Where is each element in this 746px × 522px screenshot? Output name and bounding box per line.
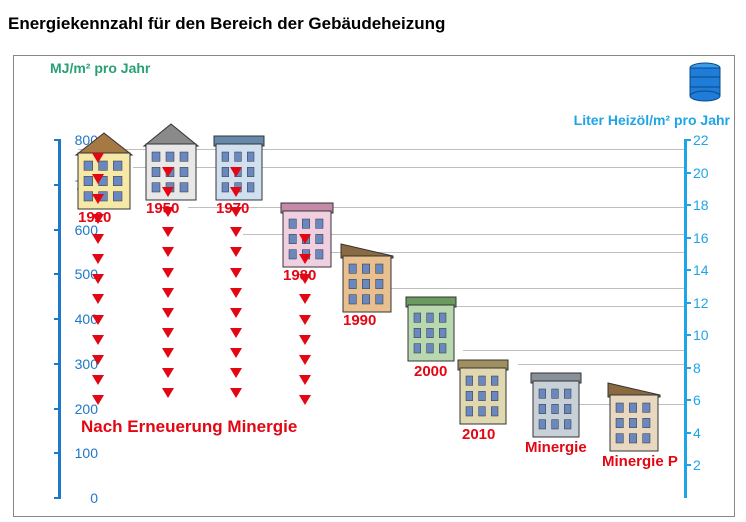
down-arrow-icon [162,288,174,298]
down-arrow-icon [162,167,174,177]
right-tick: 22 [693,132,723,148]
right-axis-label: Liter Heizöl/m² pro Jahr [574,112,730,128]
right-tick-mark [684,269,691,271]
left-tick-mark [54,184,61,186]
down-arrow-icon [162,308,174,318]
right-tick: 16 [693,230,723,246]
down-arrow-icon [162,348,174,358]
down-arrow-icon [92,355,104,365]
down-arrow-icon [162,328,174,338]
down-arrow-icon [299,294,311,304]
down-arrow-icon [162,227,174,237]
chart-title: Energiekennzahl für den Bereich der Gebä… [8,14,445,34]
down-arrow-icon [299,234,311,244]
down-arrow-icon [92,315,104,325]
building-label-1990: 1990 [343,312,376,329]
down-arrow-icon [92,395,104,405]
left-tick-mark [54,318,61,320]
down-arrow-icon [92,194,104,204]
down-arrow-icon [230,388,242,398]
left-tick-mark [54,139,61,141]
down-arrow-icon [230,328,242,338]
right-tick-mark [684,237,691,239]
down-arrow-icon [299,355,311,365]
left-tick-mark [54,497,61,499]
down-arrow-icon [230,167,242,177]
down-arrow-icon [230,348,242,358]
left-tick-mark [54,408,61,410]
left-tick: 100 [58,445,102,461]
down-arrow-icon [162,388,174,398]
right-tick-mark [684,139,691,141]
plot-area: MJ/m² pro Jahr Liter Heizöl/m² pro Jahr … [13,55,735,517]
down-arrow-icon [92,214,104,224]
down-arrow-icon [230,308,242,318]
down-arrow-icon [230,187,242,197]
right-tick-mark [684,432,691,434]
down-arrow-icon [299,395,311,405]
right-tick: 12 [693,295,723,311]
right-tick-mark [684,334,691,336]
down-arrow-icon [162,187,174,197]
building-2010 [456,346,510,433]
down-arrow-icon [92,174,104,184]
right-tick: 2 [693,457,723,473]
down-arrow-icon [230,268,242,278]
oil-barrel-icon [688,62,722,107]
left-tick-mark [54,229,61,231]
building-minergie [529,359,583,446]
down-arrow-icon [162,207,174,217]
right-tick: 6 [693,392,723,408]
right-tick: 18 [693,197,723,213]
down-arrow-icon [162,368,174,378]
building-minergie-p [606,373,662,460]
building-2000 [404,283,458,370]
down-arrow-icon [299,254,311,264]
building-label-minergie-p: Minergie P [602,453,678,470]
down-arrow-icon [92,234,104,244]
right-tick: 20 [693,165,723,181]
building-1990 [339,234,395,321]
right-tick-mark [684,204,691,206]
left-tick-mark [54,452,61,454]
right-tick: 8 [693,360,723,376]
left-tick-mark [54,363,61,365]
down-arrow-icon [230,227,242,237]
right-tick-mark [684,302,691,304]
down-arrow-icon [92,254,104,264]
down-arrow-icon [162,247,174,257]
building-label-2000: 2000 [414,363,447,380]
right-tick: 10 [693,327,723,343]
right-tick-mark [684,172,691,174]
down-arrow-icon [299,274,311,284]
down-arrow-icon [230,368,242,378]
footer-text: Nach Erneuerung Minergie [81,417,297,437]
chart-frame: Energiekennzahl für den Bereich der Gebä… [0,0,746,522]
down-arrow-icon [92,375,104,385]
down-arrow-icon [299,375,311,385]
right-tick-mark [684,367,691,369]
left-tick-mark [54,273,61,275]
down-arrow-icon [299,315,311,325]
down-arrow-icon [299,335,311,345]
building-label-2010: 2010 [462,426,495,443]
right-tick: 4 [693,425,723,441]
right-tick-mark [684,399,691,401]
down-arrow-icon [92,294,104,304]
gridline [353,288,684,289]
down-arrow-icon [230,207,242,217]
left-tick: 0 [58,490,102,506]
left-axis-label: MJ/m² pro Jahr [50,60,150,76]
down-arrow-icon [162,268,174,278]
right-tick-mark [684,464,691,466]
down-arrow-icon [230,247,242,257]
right-axis [684,140,687,498]
building-1920 [74,131,134,218]
down-arrow-icon [92,274,104,284]
down-arrow-icon [92,335,104,345]
down-arrow-icon [230,288,242,298]
building-label-minergie: Minergie [525,439,587,456]
right-tick: 14 [693,262,723,278]
down-arrow-icon [92,153,104,163]
